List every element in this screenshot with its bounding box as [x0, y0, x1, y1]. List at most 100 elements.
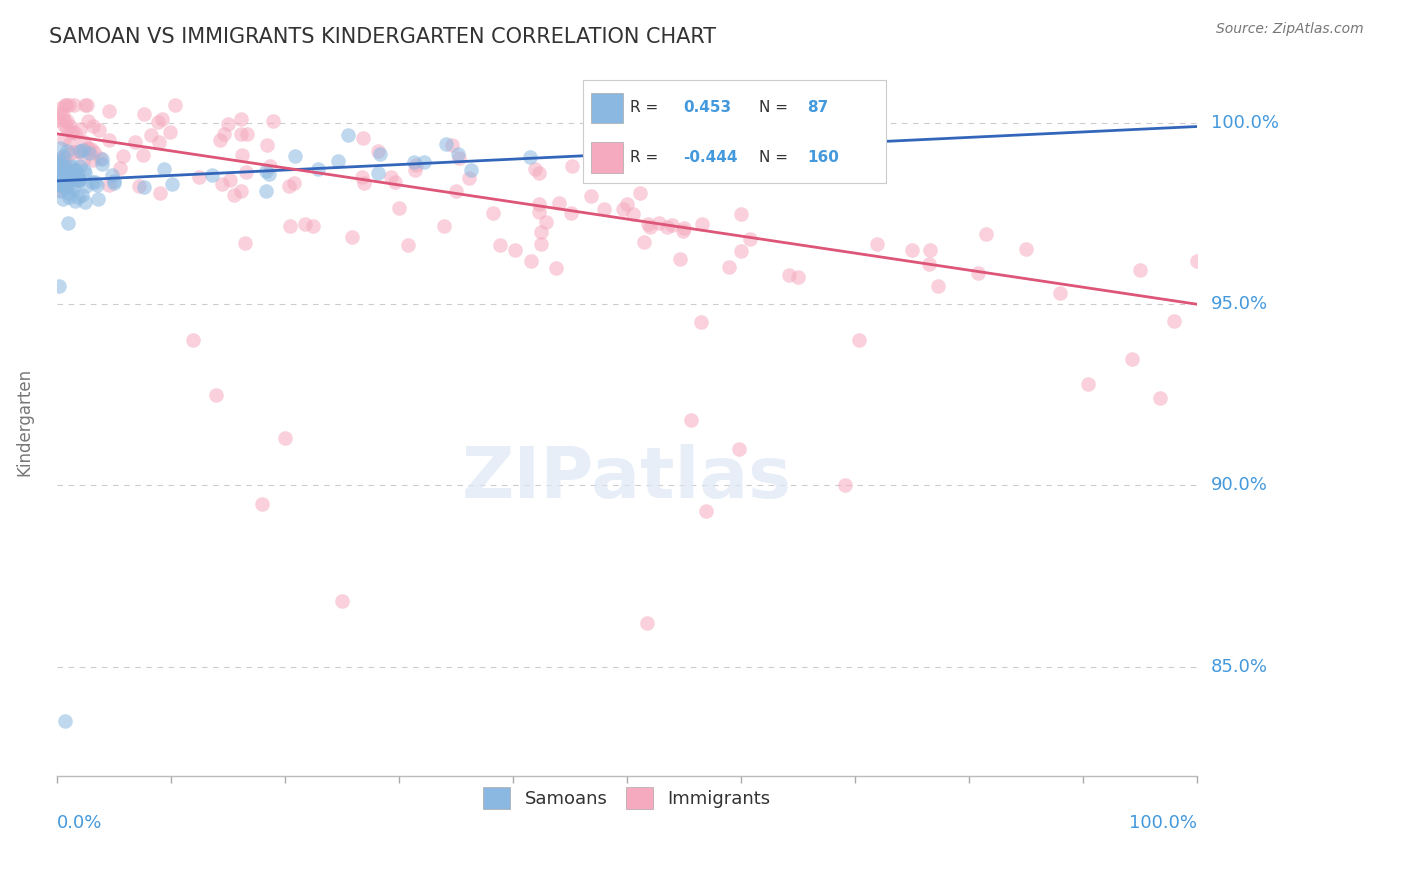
Point	[53, 97, 76, 112]
Point	[52, 108, 75, 122]
Point	[352, 131, 374, 145]
Point	[211, 178, 233, 192]
Point	[1077, 376, 1099, 391]
Point	[848, 334, 870, 348]
Point	[46, 161, 69, 175]
Point	[405, 158, 427, 172]
Point	[278, 179, 301, 194]
Point	[77, 141, 100, 155]
Point	[367, 144, 389, 158]
Point	[82, 119, 104, 133]
Point	[52, 192, 75, 206]
Point	[672, 224, 695, 238]
Point	[786, 270, 808, 285]
Point	[49, 178, 72, 193]
Point	[740, 232, 762, 246]
Text: 100.0%: 100.0%	[1211, 114, 1278, 132]
Point	[63, 127, 86, 141]
Text: N =: N =	[759, 150, 787, 165]
Point	[52, 118, 75, 132]
Point	[1014, 242, 1036, 256]
Point	[283, 177, 305, 191]
Point	[97, 178, 120, 192]
Point	[561, 159, 583, 173]
Point	[447, 151, 470, 165]
Point	[70, 188, 93, 202]
Point	[69, 160, 91, 174]
Point	[56, 179, 79, 194]
Point	[60, 145, 83, 159]
Point	[46, 112, 69, 127]
Point	[679, 413, 702, 427]
Legend: Samoans, Immigrants: Samoans, Immigrants	[475, 780, 778, 816]
Point	[63, 163, 86, 178]
Point	[60, 159, 83, 173]
Point	[76, 142, 98, 156]
Point	[46, 168, 69, 182]
Point	[46, 176, 69, 190]
Point	[86, 178, 108, 192]
Point	[73, 152, 96, 166]
Point	[1049, 285, 1071, 300]
Point	[48, 160, 70, 174]
Y-axis label: Kindergarten: Kindergarten	[15, 368, 32, 476]
Point	[655, 219, 678, 234]
Point	[444, 184, 467, 198]
Point	[139, 128, 162, 143]
Point	[727, 442, 749, 457]
Point	[83, 145, 105, 159]
Bar	[591, 142, 623, 173]
Point	[69, 144, 91, 158]
Point	[73, 166, 96, 180]
Point	[690, 315, 713, 329]
Point	[441, 137, 464, 152]
Point	[433, 219, 456, 234]
Point	[218, 173, 240, 187]
Point	[52, 167, 75, 181]
Text: SAMOAN VS IMMIGRANTS KINDERGARTEN CORRELATION CHART: SAMOAN VS IMMIGRANTS KINDERGARTEN CORREL…	[49, 27, 716, 46]
Text: -0.444: -0.444	[683, 150, 738, 165]
Text: 160: 160	[807, 150, 839, 165]
Text: 95.0%: 95.0%	[1211, 295, 1268, 313]
Point	[52, 171, 75, 186]
Point	[56, 145, 79, 159]
Point	[124, 135, 146, 149]
Point	[63, 163, 86, 178]
Point	[52, 131, 75, 145]
Point	[527, 196, 550, 211]
Point	[132, 106, 155, 120]
Point	[700, 161, 723, 175]
Point	[77, 146, 100, 161]
Point	[353, 176, 375, 190]
Point	[53, 714, 76, 728]
Point	[153, 161, 176, 176]
Point	[73, 195, 96, 210]
Point	[367, 166, 389, 180]
Point	[661, 218, 683, 232]
Point	[368, 146, 391, 161]
Text: 85.0%: 85.0%	[1211, 657, 1268, 676]
Point	[84, 175, 107, 189]
Point	[672, 221, 695, 235]
Point	[586, 124, 609, 138]
Point	[690, 218, 713, 232]
Point	[648, 216, 671, 230]
Point	[59, 136, 82, 151]
Point	[67, 173, 90, 187]
Point	[160, 178, 183, 192]
Point	[90, 157, 112, 171]
Point	[548, 195, 571, 210]
Point	[527, 166, 550, 180]
Point	[58, 190, 80, 204]
Point	[229, 127, 252, 141]
Point	[231, 148, 253, 162]
Point	[229, 185, 252, 199]
Point	[89, 152, 111, 166]
Point	[900, 243, 922, 257]
Point	[520, 253, 543, 268]
Point	[254, 184, 277, 198]
Point	[273, 431, 295, 445]
Point	[134, 179, 156, 194]
Point	[67, 173, 90, 187]
Point	[256, 138, 278, 153]
